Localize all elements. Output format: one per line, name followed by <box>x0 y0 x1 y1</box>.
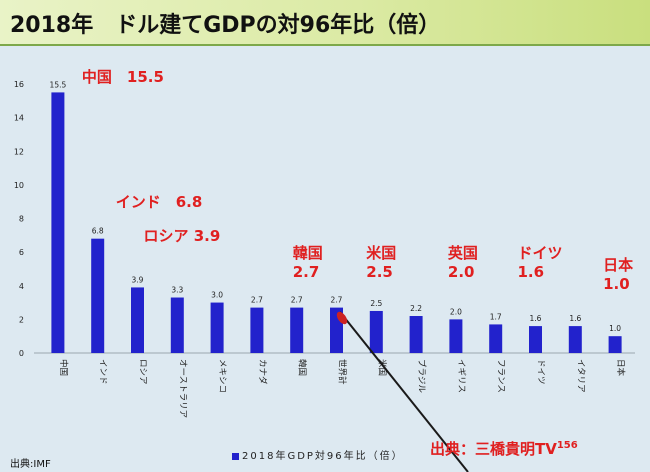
bar <box>608 336 622 353</box>
annotation-label: ドイツ 1.6 <box>518 244 563 281</box>
annotation-label: 中国 15.5 <box>82 68 164 86</box>
bar-value-label: 1.6 <box>530 314 542 323</box>
bar <box>409 316 423 353</box>
annotation-label: 英国 2.0 <box>448 244 478 281</box>
annotation-line: 中国 15.5 <box>82 68 164 86</box>
bar-value-label: 6.8 <box>92 227 104 236</box>
bar <box>250 307 264 353</box>
y-tick-label: 8 <box>19 215 24 224</box>
category-label: 世界計 <box>337 359 348 385</box>
bar-value-label: 3.3 <box>171 286 183 295</box>
category-label: ドイツ <box>536 359 546 385</box>
y-tick-label: 14 <box>14 114 24 123</box>
bar-value-label: 3.0 <box>211 291 223 300</box>
bar-value-label: 2.2 <box>410 304 422 313</box>
legend: 2018年GDP対96年比（倍） <box>232 447 404 462</box>
bar <box>449 319 463 353</box>
video-credit: 出典：三橋貴明TV156 <box>430 438 578 459</box>
category-label: イタリア <box>575 359 585 393</box>
category-label: インド <box>98 359 108 385</box>
annotation-line: インド 6.8 <box>116 193 203 211</box>
bar <box>369 310 383 353</box>
bar-chart: 0 2 4 6 8 10 12 14 16 15.5 中国 6.8 インド 3.9 ロシア 3.3 オーストラリ… <box>14 68 635 472</box>
credit-number: 156 <box>556 440 578 451</box>
category-label: 米国 <box>376 359 387 376</box>
bar-value-label: 2.5 <box>370 299 382 308</box>
annotation-line: 英国 <box>448 244 478 262</box>
annotation-label: ロシア 3.9 <box>144 227 221 245</box>
bar-value-label: 1.6 <box>569 314 581 323</box>
category-label: ブラジル <box>416 359 427 393</box>
category-label: 韓国 <box>297 359 308 376</box>
annotation-line: 2.0 <box>448 263 475 281</box>
annotation-line: 日本 <box>603 256 633 274</box>
category-label: オーストラリア <box>177 359 187 418</box>
bar-value-label: 2.7 <box>331 296 343 305</box>
y-tick-label: 0 <box>19 349 24 358</box>
pointer-tip <box>336 311 348 325</box>
bar-value-label: 15.5 <box>50 80 67 89</box>
annotation-line: 韓国 <box>293 244 323 262</box>
title-bar: 2018年 ドル建てGDPの対96年比（倍） <box>0 0 650 46</box>
bar <box>568 326 582 353</box>
annotation-line: 米国 <box>366 244 396 262</box>
y-tick-label: 12 <box>14 147 24 156</box>
annotation-line: 1.6 <box>518 263 545 281</box>
y-tick-label: 2 <box>19 315 24 324</box>
y-tick-label: 6 <box>19 248 24 257</box>
bar <box>210 302 224 353</box>
y-tick-label: 10 <box>14 181 24 190</box>
legend-label: 2018年GDP対96年比（倍） <box>242 451 404 462</box>
bar-value-label: 1.7 <box>490 312 502 321</box>
category-label: 日本 <box>615 359 626 377</box>
annotation-label: 米国 2.5 <box>366 244 396 281</box>
bar-value-label: 2.7 <box>291 296 303 305</box>
annotation-line: 2.7 <box>293 263 320 281</box>
bar <box>131 287 144 353</box>
category-label: 中国 <box>58 359 69 376</box>
y-tick-label: 16 <box>14 80 24 89</box>
category-label: メキシコ <box>217 359 227 393</box>
bar-value-label: 1.0 <box>609 324 621 333</box>
annotation-label: 日本 1.0 <box>603 256 633 293</box>
annotation-line: ドイツ <box>518 244 563 262</box>
bar <box>51 92 65 353</box>
bar <box>529 326 542 353</box>
annotation-label: インド 6.8 <box>116 193 203 211</box>
bar <box>290 307 304 353</box>
category-label: ロシア <box>138 359 148 385</box>
annotation-label: 韓国 2.7 <box>293 244 323 281</box>
category-label: イギリス <box>456 359 466 393</box>
bar <box>170 297 184 353</box>
y-tick-label: 4 <box>19 282 24 291</box>
slide-title: 2018年 ドル建てGDPの対96年比（倍） <box>10 13 441 38</box>
annotation-line: ロシア 3.9 <box>144 227 221 245</box>
credit-text: 出典：三橋貴明TV <box>430 440 557 458</box>
annotation-line: 2.5 <box>366 263 393 281</box>
bar-value-label: 2.7 <box>251 296 263 305</box>
bar-value-label: 2.0 <box>450 307 462 316</box>
source-label: 出典:IMF <box>10 459 51 470</box>
annotation-line: 1.0 <box>603 275 630 293</box>
pointer-streak <box>339 311 469 472</box>
category-label: カナダ <box>257 359 268 385</box>
category-label: フランス <box>496 359 506 393</box>
bar <box>91 238 105 353</box>
bar <box>489 324 503 353</box>
legend-swatch <box>232 452 239 460</box>
bar-value-label: 3.9 <box>132 275 144 284</box>
